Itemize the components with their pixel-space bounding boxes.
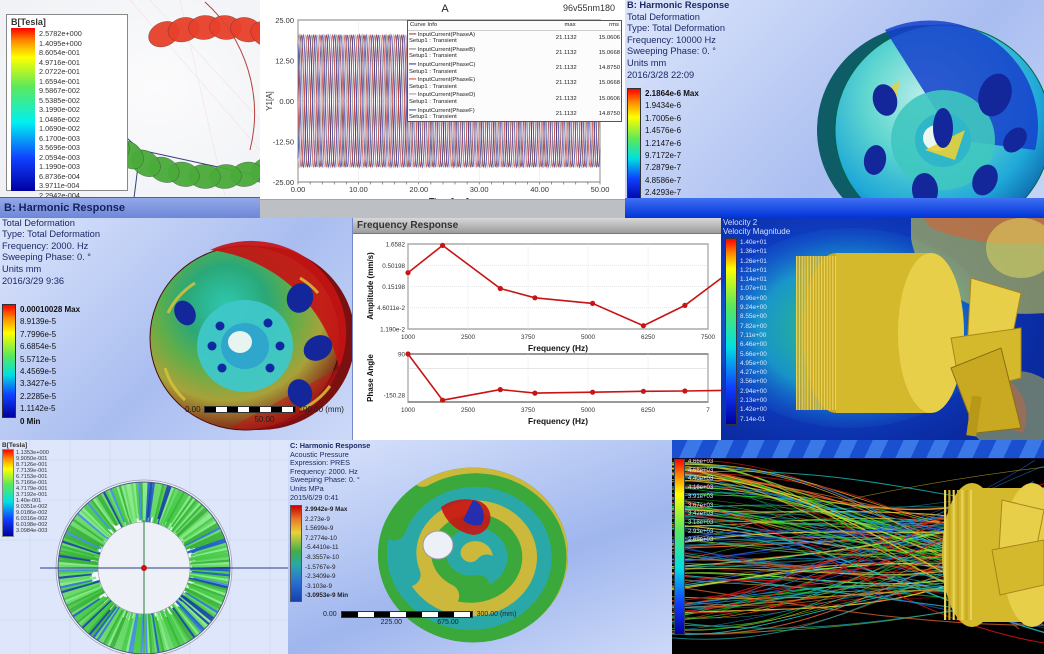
svg-text:0.50198: 0.50198	[382, 263, 405, 270]
svg-text:25.00: 25.00	[275, 16, 294, 25]
svg-text:1.190e-2: 1.190e-2	[380, 327, 405, 334]
svg-text:Y1[A]: Y1[A]	[265, 91, 274, 111]
svg-text:5000: 5000	[581, 407, 596, 414]
svg-text:-150.28: -150.28	[384, 392, 406, 399]
svg-text:12.50: 12.50	[275, 57, 294, 66]
svg-text:30.00: 30.00	[470, 185, 489, 194]
svg-text:2500: 2500	[461, 407, 476, 414]
svg-text:20.00: 20.00	[409, 185, 428, 194]
svg-text:0.15198: 0.15198	[382, 284, 405, 291]
svg-text:Frequency (Hz): Frequency (Hz)	[528, 416, 588, 426]
svg-text:6250: 6250	[641, 334, 656, 341]
svg-text:6250: 6250	[641, 407, 656, 414]
svg-text:40.00: 40.00	[530, 185, 549, 194]
svg-text:-12.50: -12.50	[273, 138, 294, 147]
svg-text:3750: 3750	[521, 407, 536, 414]
svg-text:0.00: 0.00	[279, 97, 294, 106]
svg-text:0.00: 0.00	[291, 185, 306, 194]
svg-text:1000: 1000	[401, 407, 416, 414]
svg-text:1.6582: 1.6582	[386, 242, 406, 249]
svg-text:96v55nm180: 96v55nm180	[563, 3, 615, 13]
svg-text:7: 7	[706, 407, 710, 414]
svg-text:Phase Angle: Phase Angle	[366, 354, 375, 402]
svg-text:10.00: 10.00	[349, 185, 368, 194]
svg-text:7500: 7500	[701, 334, 716, 341]
svg-text:Frequency (Hz): Frequency (Hz)	[528, 343, 588, 353]
svg-text:Amplitude (mm/s): Amplitude (mm/s)	[366, 252, 375, 320]
svg-text:3750: 3750	[521, 334, 536, 341]
svg-text:4.6011e-2: 4.6011e-2	[377, 305, 405, 312]
svg-text:A: A	[441, 3, 449, 15]
svg-text:1000: 1000	[401, 334, 416, 341]
svg-text:50.00: 50.00	[591, 185, 610, 194]
svg-text:2500: 2500	[461, 334, 476, 341]
svg-text:5000: 5000	[581, 334, 596, 341]
svg-text:90: 90	[398, 352, 406, 359]
